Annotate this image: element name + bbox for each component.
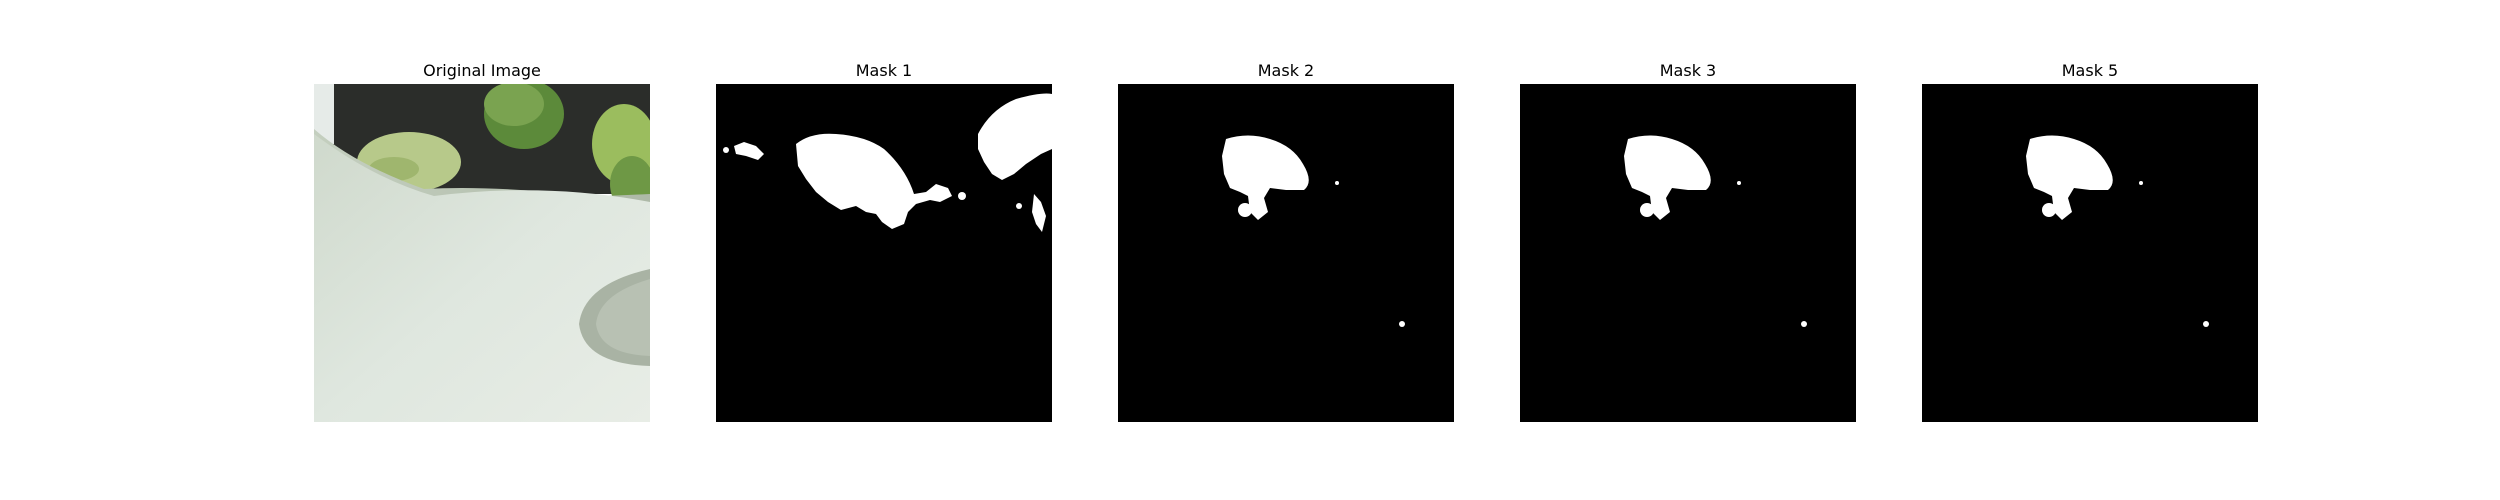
panel-mask-2: Mask 2 xyxy=(1118,61,1454,422)
original-image xyxy=(314,84,650,422)
mask-5-dot-bottom xyxy=(2203,321,2209,327)
mask-1-image xyxy=(716,84,1052,422)
mask-1-speck-right xyxy=(1032,194,1046,232)
mask-1-blob-main xyxy=(796,133,952,229)
panel-mask-3: Mask 3 xyxy=(1520,61,1856,422)
panel-title-mask-3: Mask 3 xyxy=(1659,61,1717,80)
pot-body xyxy=(314,134,650,422)
mask-2-dot-bottom xyxy=(1399,321,1405,327)
mask-2-dot-left xyxy=(1238,203,1252,217)
mask-3-dot-left xyxy=(1640,203,1654,217)
panel-title-mask-5: Mask 5 xyxy=(2061,61,2119,80)
panel-original-image: Original Image xyxy=(314,61,650,422)
mask-3-image xyxy=(1520,84,1856,422)
mask-5-image xyxy=(1922,84,2258,422)
mask-5-dot-left xyxy=(2042,203,2056,217)
mask-5-blob-main xyxy=(2026,135,2113,220)
panel-mask-5: Mask 5 xyxy=(1922,61,2258,422)
mask-2-blob-main xyxy=(1222,135,1309,220)
panel-mask-1: Mask 1 xyxy=(716,61,1052,422)
mask-3-dot-bottom xyxy=(1801,321,1807,327)
mask-1-blob-left xyxy=(734,142,764,160)
panel-title-mask-2: Mask 2 xyxy=(1257,61,1315,80)
mask-1-blob-right xyxy=(978,93,1052,180)
panel-title-original: Original Image xyxy=(423,61,541,80)
panel-title-mask-1: Mask 1 xyxy=(855,61,913,80)
mask-2-image xyxy=(1118,84,1454,422)
mask-3-blob-main xyxy=(1624,135,1711,220)
